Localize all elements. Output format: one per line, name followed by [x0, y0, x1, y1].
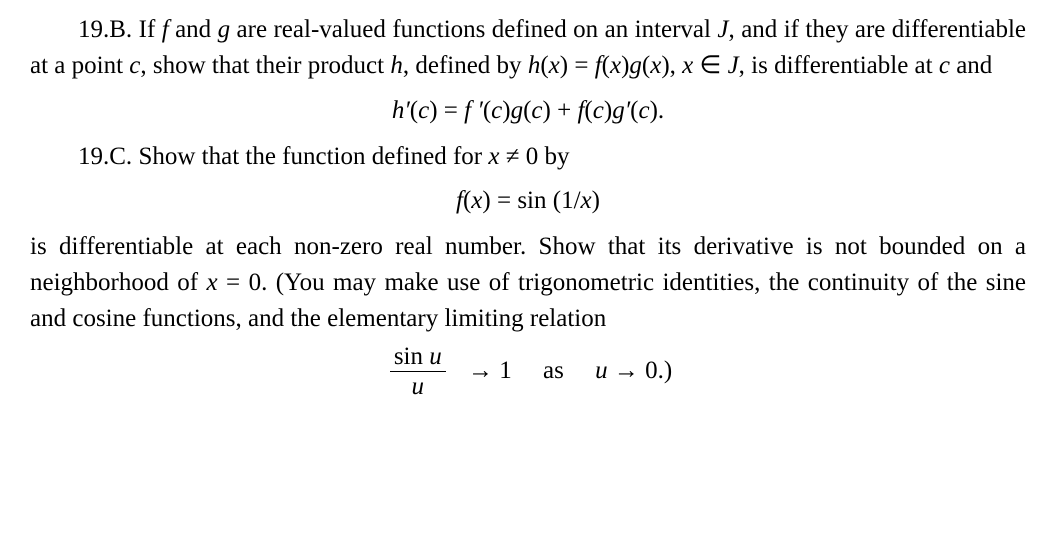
- problem-19c: 19.C. Show that the function defined for…: [30, 139, 1026, 175]
- equation-sin-one-over-x: f(x) = sin (1/x): [30, 181, 1026, 221]
- var-c: c: [491, 97, 502, 124]
- var-c: c: [939, 52, 950, 79]
- arrow-to-zero: → 0.): [608, 357, 673, 384]
- close-arg: ): [592, 187, 600, 214]
- var-u: u: [412, 373, 425, 400]
- label-19c: 19.C.: [78, 143, 132, 170]
- var-c: c: [638, 97, 649, 124]
- var-f: f: [456, 187, 463, 214]
- text: , is differentiable at: [739, 52, 939, 79]
- label-19b: 19.B.: [78, 16, 132, 43]
- text: , defined by: [403, 52, 528, 79]
- equation-product-rule: h′(c) = f ′(c)g(c) + f(c)g′(c).: [30, 91, 1026, 131]
- rparen: ): [543, 97, 551, 124]
- denominator: u: [390, 372, 446, 399]
- text: If: [139, 16, 162, 43]
- var-x: x: [650, 52, 661, 79]
- expr-gx-g: g: [629, 52, 642, 79]
- text: and: [169, 16, 218, 43]
- equation-sinc-limit: sin u u → 1 as u → 0.): [30, 344, 1026, 399]
- rparen: ): [661, 52, 669, 79]
- var-x: x: [488, 143, 499, 170]
- var-x: x: [549, 52, 560, 79]
- lparen: (: [410, 97, 418, 124]
- fprime: f ′: [464, 97, 483, 124]
- gprime: g′: [612, 97, 630, 124]
- hprime: h′: [392, 97, 410, 124]
- sin: sin: [517, 187, 552, 214]
- rparen: ): [604, 97, 612, 124]
- text: are real-valued functions defined on an …: [230, 16, 717, 43]
- rparen: ): [482, 187, 490, 214]
- var-J: J: [717, 16, 728, 43]
- var-h: h: [390, 52, 403, 79]
- var-x: x: [682, 52, 693, 79]
- lparen: (: [483, 97, 491, 124]
- lparen: (: [584, 97, 592, 124]
- equals: =: [568, 52, 595, 79]
- as-text: as: [543, 357, 564, 384]
- text: ,: [670, 52, 683, 79]
- rparen: ): [502, 97, 510, 124]
- expr-hx-h: h: [528, 52, 541, 79]
- rparen: ): [560, 52, 568, 79]
- fraction-sinu-over-u: sin u u: [390, 344, 446, 399]
- var-u: u: [429, 343, 442, 370]
- var-x: x: [207, 269, 218, 296]
- arrow-to-one: → 1: [468, 357, 512, 384]
- var-f: f: [162, 16, 169, 43]
- text: , show that their product: [140, 52, 390, 79]
- var-c: c: [531, 97, 542, 124]
- period: .: [658, 97, 664, 124]
- open-arg: (1/: [553, 187, 581, 214]
- problem-19b: 19.B. If f and g are real-valued functio…: [30, 12, 1026, 85]
- sin: sin: [394, 343, 429, 370]
- var-g: g: [218, 16, 231, 43]
- equals: =: [438, 97, 465, 124]
- var-x: x: [610, 52, 621, 79]
- neq-zero: ≠ 0 by: [499, 143, 569, 170]
- rparen: ): [429, 97, 437, 124]
- var-g: g: [511, 97, 524, 124]
- lparen: (: [642, 52, 650, 79]
- problem-19c-cont: is differentiable at each non-zero real …: [30, 229, 1026, 338]
- expr-fx-f: f: [595, 52, 602, 79]
- elem-of: ∈: [693, 52, 727, 79]
- lparen: (: [602, 52, 610, 79]
- var-x: x: [471, 187, 482, 214]
- equals: =: [491, 187, 518, 214]
- var-J: J: [728, 52, 739, 79]
- text: and: [950, 52, 992, 79]
- var-x: x: [581, 187, 592, 214]
- plus: +: [551, 97, 578, 124]
- text: Show that the function defined for: [138, 143, 488, 170]
- var-u: u: [595, 357, 608, 384]
- var-c: c: [593, 97, 604, 124]
- numerator: sin u: [390, 344, 446, 372]
- lparen: (: [540, 52, 548, 79]
- var-c: c: [418, 97, 429, 124]
- var-c: c: [129, 52, 140, 79]
- page: 19.B. If f and g are real-valued functio…: [0, 0, 1056, 543]
- rparen: ): [650, 97, 658, 124]
